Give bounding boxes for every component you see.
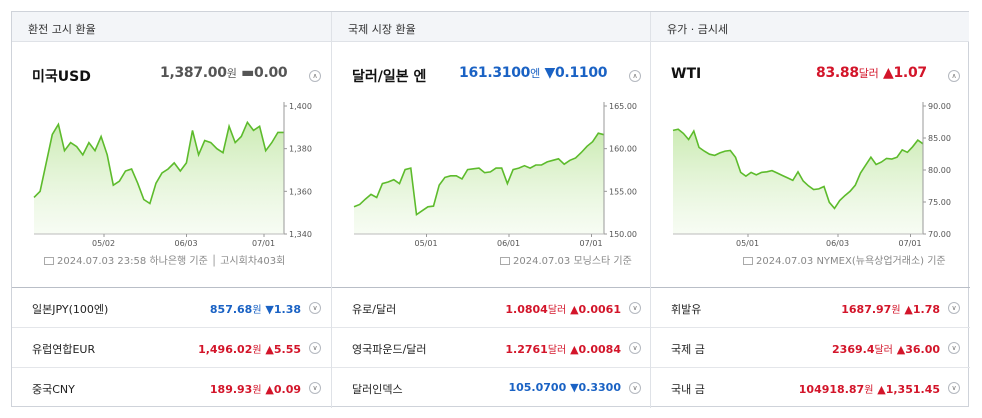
row-value: 1,496.02원 ▲5.55 [198, 343, 301, 356]
chevron-down-icon[interactable]: ∨ [309, 382, 321, 394]
y-tick-label: 70.00 [928, 230, 951, 239]
main-quote: 달러/일본 엔 161.3100엔 ▼0.1100 ∧ [332, 42, 650, 90]
quote-value: 1,387.00원 ▬0.00 [160, 65, 288, 81]
line-chart: 1,400 1,380 1,360 1,340 05/02 06/03 07/01 [33, 102, 312, 247]
series-line [672, 128, 924, 210]
x-tick-label: 06/03 [826, 239, 849, 247]
table-row[interactable]: 중국CNY 189.93원 ▲0.09 ∨ [12, 368, 331, 408]
line-chart: 165.00 160.00 155.00 150.00 05/01 06/01 07/01 [353, 102, 637, 247]
column-oil-gold: 유가 · 금시세 WTI 83.88달러 ▲1.07 ∧ 90.00 85.00 8… [650, 12, 970, 408]
document-icon [500, 257, 510, 265]
chevron-down-icon[interactable]: ∨ [948, 382, 960, 394]
x-tick-label: 07/01 [580, 239, 603, 247]
y-tick-label: 165.00 [609, 102, 637, 111]
column-exchange-rate: 환전 고시 환율 미국USD 1,387.00원 ▬0.00 ∧ 1,400 1,… [12, 12, 331, 408]
chevron-up-icon[interactable]: ∧ [948, 70, 960, 82]
x-tick-label: 06/03 [175, 239, 198, 247]
column-header: 국제 시장 환율 [332, 12, 650, 42]
x-tick-label: 05/01 [415, 239, 438, 247]
row-value: 104918.87원 ▲1,351.45 [798, 383, 940, 396]
table-row[interactable]: 달러인덱스 105.0700 ▼0.3300 ∨ [332, 368, 651, 408]
table-row[interactable]: 휘발유 1687.97원 ▲1.78 ∨ [651, 288, 970, 328]
x-tick-label: 06/01 [497, 239, 520, 247]
series-line [353, 132, 605, 217]
chevron-down-icon[interactable]: ∨ [309, 302, 321, 314]
y-tick-label: 90.00 [928, 102, 951, 111]
flat-icon: ▬ [241, 65, 255, 81]
area-fill [354, 133, 604, 234]
x-tick-label: 07/01 [252, 239, 275, 247]
y-tick-label: 1,360 [289, 187, 312, 196]
x-tick-label: 07/01 [899, 239, 922, 247]
chevron-down-icon[interactable]: ∨ [629, 302, 641, 314]
table-row[interactable]: 일본JPY(100엔) 857.68원 ▼1.38 ∨ [12, 288, 331, 328]
chevron-down-icon[interactable]: ∨ [948, 342, 960, 354]
y-tick-label: 155.00 [609, 187, 637, 196]
quote-name: WTI [671, 66, 702, 82]
chevron-down-icon[interactable]: ∨ [309, 342, 321, 354]
row-value: 1.2761달러 ▲0.0084 [505, 343, 621, 356]
y-tick-label: 75.00 [928, 198, 951, 207]
y-tick-label: 1,380 [289, 145, 312, 154]
table-row[interactable]: 국제 금 2369.4달러 ▲36.00 ∨ [651, 328, 970, 368]
exchange-widget: 환전 고시 환율 미국USD 1,387.00원 ▬0.00 ∧ 1,400 1,… [11, 11, 970, 408]
row-value: 2369.4달러 ▲36.00 [832, 343, 940, 356]
document-icon [44, 257, 54, 265]
column-header: 환전 고시 환율 [12, 12, 331, 42]
rate-table: 일본JPY(100엔) 857.68원 ▼1.38 ∨ 유럽연합EUR 1,49… [12, 287, 331, 408]
chevron-up-icon[interactable]: ∧ [629, 70, 641, 82]
rate-table: 휘발유 1687.97원 ▲1.78 ∨ 국제 금 2369.4달러 ▲36.0… [651, 287, 970, 408]
down-arrow-icon: ▼ [544, 65, 556, 81]
source-info: 2024.07.03 모닝스타 기준 [500, 252, 632, 267]
source-info: 2024.07.03 NYMEX(뉴욕상업거래소) 기준 [743, 252, 946, 267]
y-tick-label: 150.00 [609, 230, 637, 239]
rate-table: 유로/달러 1.0804달러 ▲0.0061 ∨ 영국파운드/달러 1.2761… [332, 287, 651, 408]
series-line [33, 120, 284, 205]
table-row[interactable]: 유럽연합EUR 1,496.02원 ▲5.55 ∨ [12, 328, 331, 368]
column-header: 유가 · 금시세 [651, 12, 969, 42]
row-value: 1687.97원 ▲1.78 [841, 303, 940, 316]
y-tick-label: 1,340 [289, 230, 312, 239]
y-tick-label: 85.00 [928, 134, 951, 143]
x-tick-label: 05/01 [736, 239, 759, 247]
chevron-down-icon[interactable]: ∨ [629, 342, 641, 354]
x-tick-label: 05/02 [92, 239, 115, 247]
row-value: 857.68원 ▼1.38 [209, 303, 301, 316]
up-arrow-icon: ▲ [883, 65, 894, 81]
row-value: 1.0804달러 ▲0.0061 [505, 303, 621, 316]
line-chart: 90.00 85.00 80.00 75.00 70.00 05/01 06/03 07/01 [672, 102, 951, 247]
chevron-down-icon[interactable]: ∨ [629, 382, 641, 394]
y-tick-label: 160.00 [609, 145, 637, 154]
chevron-down-icon[interactable]: ∨ [948, 302, 960, 314]
main-quote: WTI 83.88달러 ▲1.07 ∧ [651, 42, 969, 90]
table-row[interactable]: 영국파운드/달러 1.2761달러 ▲0.0084 ∨ [332, 328, 651, 368]
main-quote: 미국USD 1,387.00원 ▬0.00 ∧ [12, 42, 331, 90]
source-info: 2024.07.03 23:58 하나은행 기준 │ 고시회차403회 [44, 252, 285, 267]
y-tick-label: 80.00 [928, 166, 951, 175]
area-fill [673, 129, 923, 234]
quote-name: 달러/일본 엔 [352, 69, 427, 85]
y-tick-label: 1,400 [289, 102, 312, 111]
table-row[interactable]: 국내 금 104918.87원 ▲1,351.45 ∨ [651, 368, 970, 408]
quote-value: 83.88달러 ▲1.07 [816, 65, 927, 81]
row-value: 105.0700 ▼0.3300 [508, 381, 621, 394]
chevron-up-icon[interactable]: ∧ [309, 70, 321, 82]
table-row[interactable]: 유로/달러 1.0804달러 ▲0.0061 ∨ [332, 288, 651, 328]
quote-value: 161.3100엔 ▼0.1100 [459, 65, 608, 81]
document-icon [743, 257, 753, 265]
column-international-rate: 국제 시장 환율 달러/일본 엔 161.3100엔 ▼0.1100 ∧ 165… [331, 12, 651, 408]
quote-name: 미국USD [32, 69, 91, 85]
row-value: 189.93원 ▲0.09 [209, 383, 301, 396]
